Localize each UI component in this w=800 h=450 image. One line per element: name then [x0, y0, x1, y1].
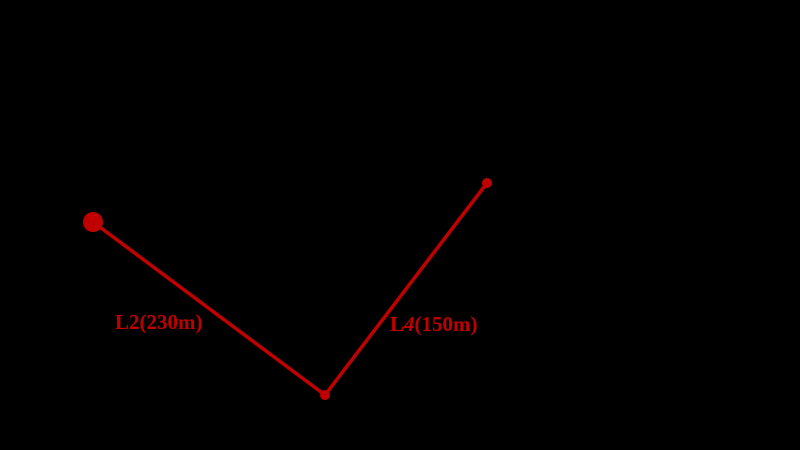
vertex-bottom-dot — [320, 390, 330, 400]
segment-L4 — [323, 181, 489, 397]
label-L4: L4(150m) — [390, 312, 478, 336]
endpoint-left-dot — [83, 212, 103, 232]
segment-L2 — [91, 220, 327, 397]
endpoint-right-dot — [482, 178, 492, 188]
label-L2: L2(230m) — [115, 310, 203, 334]
